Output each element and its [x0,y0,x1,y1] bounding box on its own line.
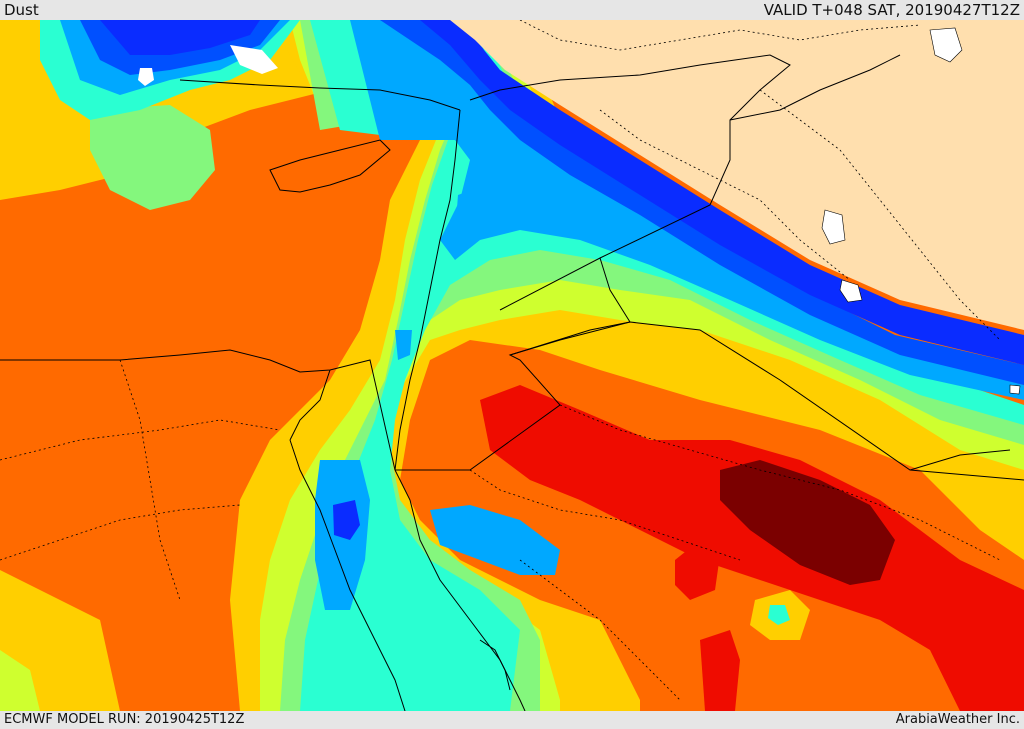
light-blue-lebanon [455,185,490,245]
sea-north [230,45,278,74]
footer-bar: ECMWF MODEL RUN: 20190425T12Z ArabiaWeat… [0,711,1024,729]
red-area [480,385,1024,711]
blue-band [380,20,1024,385]
model-run: ECMWF MODEL RUN: 20190425T12Z [4,712,245,727]
lime-southwest [0,650,40,711]
dust-map-svg [0,20,1024,711]
sea-northwest [138,68,154,86]
dust-map [0,20,1024,711]
lake-north [929,27,963,63]
green-northwest-patch [90,105,215,210]
lake-iraq-small [1009,384,1021,395]
valid-time: VALID T+048 SAT, 20190427T12Z [763,1,1020,19]
dark-red-area [720,460,895,585]
internal-borders [0,20,1001,701]
borders [0,54,1024,711]
map-title: Dust [4,1,39,19]
dark-blue-northwest [100,20,260,55]
red-south-blob-2 [700,630,740,711]
credit: ArabiaWeather Inc. [895,712,1020,727]
blue-sinai-core [333,500,360,540]
dark-blue-band [420,20,1024,365]
light-blue-arabia [430,505,560,575]
aqua-dot-south [768,605,790,625]
header-bar: Dust VALID T+048 SAT, 20190427T12Z [0,0,1024,20]
lake-iran-1 [821,209,846,245]
light-blue-jordan [395,330,412,360]
red-south-blob-1 [675,540,720,600]
lake-iran-2 [839,279,863,303]
no-data-land [450,20,1024,330]
